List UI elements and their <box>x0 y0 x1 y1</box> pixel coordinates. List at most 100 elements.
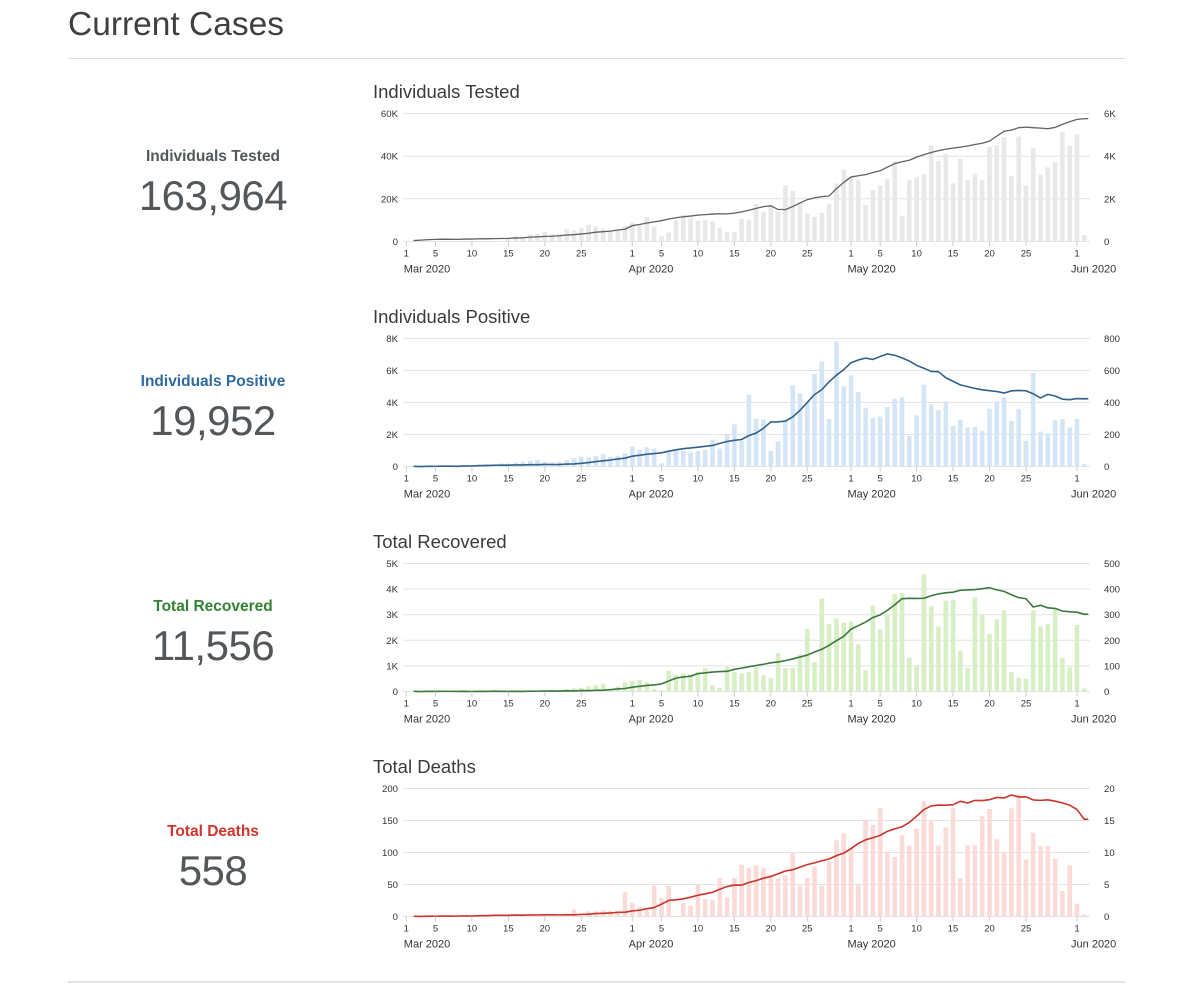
svg-text:20: 20 <box>540 474 551 485</box>
svg-text:50: 50 <box>387 880 398 891</box>
svg-text:5: 5 <box>878 699 883 710</box>
svg-text:1: 1 <box>404 924 409 935</box>
svg-text:600: 600 <box>1104 366 1120 377</box>
svg-text:20: 20 <box>984 474 995 485</box>
svg-text:0: 0 <box>393 687 398 698</box>
svg-text:2K: 2K <box>1104 194 1116 205</box>
svg-text:15: 15 <box>729 474 740 485</box>
svg-text:1: 1 <box>848 699 853 710</box>
svg-text:10: 10 <box>693 924 704 935</box>
svg-text:Jun 2020: Jun 2020 <box>1071 714 1116 726</box>
svg-text:20: 20 <box>540 924 551 935</box>
svg-text:15: 15 <box>503 249 514 260</box>
svg-text:300: 300 <box>1104 610 1120 621</box>
svg-text:10: 10 <box>911 924 922 935</box>
svg-text:20: 20 <box>984 924 995 935</box>
svg-text:5: 5 <box>433 474 438 485</box>
svg-text:0: 0 <box>393 462 398 473</box>
svg-text:20K: 20K <box>381 194 399 205</box>
svg-text:1: 1 <box>848 924 853 935</box>
svg-text:2K: 2K <box>386 636 398 647</box>
svg-text:10: 10 <box>911 249 922 260</box>
svg-text:10: 10 <box>467 924 478 935</box>
svg-text:3K: 3K <box>386 610 398 621</box>
svg-text:1: 1 <box>1074 699 1079 710</box>
svg-text:25: 25 <box>1021 474 1032 485</box>
svg-text:May 2020: May 2020 <box>847 264 895 276</box>
svg-text:Apr 2020: Apr 2020 <box>629 264 674 276</box>
svg-text:15: 15 <box>503 474 514 485</box>
svg-text:Mar 2020: Mar 2020 <box>404 264 450 276</box>
svg-text:1: 1 <box>404 249 409 260</box>
svg-text:400: 400 <box>1104 398 1120 409</box>
svg-text:15: 15 <box>503 924 514 935</box>
svg-text:1: 1 <box>404 474 409 485</box>
svg-text:0: 0 <box>1104 462 1109 473</box>
svg-text:500: 500 <box>1104 559 1120 570</box>
svg-text:Apr 2020: Apr 2020 <box>629 714 674 726</box>
svg-text:400: 400 <box>1104 585 1120 596</box>
svg-text:20: 20 <box>1104 784 1115 795</box>
svg-text:4K: 4K <box>1104 152 1116 163</box>
svg-text:5: 5 <box>659 924 664 935</box>
svg-text:15: 15 <box>948 249 959 260</box>
svg-text:10: 10 <box>693 474 704 485</box>
svg-text:4K: 4K <box>386 585 398 596</box>
svg-text:25: 25 <box>802 474 813 485</box>
svg-text:20: 20 <box>984 699 995 710</box>
svg-text:25: 25 <box>576 924 587 935</box>
svg-text:5: 5 <box>659 699 664 710</box>
svg-text:800: 800 <box>1104 334 1120 345</box>
svg-text:1K: 1K <box>386 661 398 672</box>
svg-text:25: 25 <box>1021 249 1032 260</box>
svg-text:5: 5 <box>878 924 883 935</box>
svg-text:4K: 4K <box>386 398 398 409</box>
svg-text:1: 1 <box>848 249 853 260</box>
svg-text:200: 200 <box>1104 430 1120 441</box>
svg-text:6K: 6K <box>1104 109 1116 120</box>
svg-text:5: 5 <box>878 474 883 485</box>
svg-text:May 2020: May 2020 <box>847 489 895 501</box>
svg-text:15: 15 <box>1104 816 1115 827</box>
svg-text:Apr 2020: Apr 2020 <box>629 489 674 501</box>
svg-text:10: 10 <box>467 699 478 710</box>
svg-text:May 2020: May 2020 <box>847 939 895 951</box>
svg-text:Jun 2020: Jun 2020 <box>1071 264 1116 276</box>
svg-text:2K: 2K <box>386 430 398 441</box>
svg-text:6K: 6K <box>386 366 398 377</box>
svg-text:15: 15 <box>729 699 740 710</box>
svg-text:10: 10 <box>693 249 704 260</box>
svg-text:60K: 60K <box>381 109 399 120</box>
svg-text:1: 1 <box>848 474 853 485</box>
svg-text:150: 150 <box>382 816 398 827</box>
svg-text:25: 25 <box>802 699 813 710</box>
svg-text:Jun 2020: Jun 2020 <box>1071 939 1116 951</box>
svg-text:25: 25 <box>1021 924 1032 935</box>
svg-text:1: 1 <box>630 924 635 935</box>
svg-text:25: 25 <box>576 249 587 260</box>
svg-text:20: 20 <box>766 249 777 260</box>
svg-text:8K: 8K <box>386 334 398 345</box>
svg-text:1: 1 <box>1074 249 1079 260</box>
svg-text:May 2020: May 2020 <box>847 714 895 726</box>
svg-text:1: 1 <box>1074 474 1079 485</box>
svg-text:25: 25 <box>802 249 813 260</box>
svg-text:5: 5 <box>659 249 664 260</box>
svg-text:15: 15 <box>948 924 959 935</box>
svg-text:20: 20 <box>766 924 777 935</box>
svg-text:20: 20 <box>540 699 551 710</box>
svg-text:20: 20 <box>766 699 777 710</box>
svg-text:15: 15 <box>948 699 959 710</box>
svg-text:10: 10 <box>911 699 922 710</box>
svg-text:Mar 2020: Mar 2020 <box>404 714 450 726</box>
svg-text:15: 15 <box>729 249 740 260</box>
svg-text:5: 5 <box>433 249 438 260</box>
svg-text:1: 1 <box>1074 924 1079 935</box>
svg-text:5: 5 <box>1104 880 1109 891</box>
svg-text:5K: 5K <box>386 559 398 570</box>
svg-text:15: 15 <box>948 474 959 485</box>
svg-text:25: 25 <box>1021 699 1032 710</box>
svg-text:1: 1 <box>630 699 635 710</box>
svg-text:15: 15 <box>503 699 514 710</box>
svg-text:5: 5 <box>659 474 664 485</box>
